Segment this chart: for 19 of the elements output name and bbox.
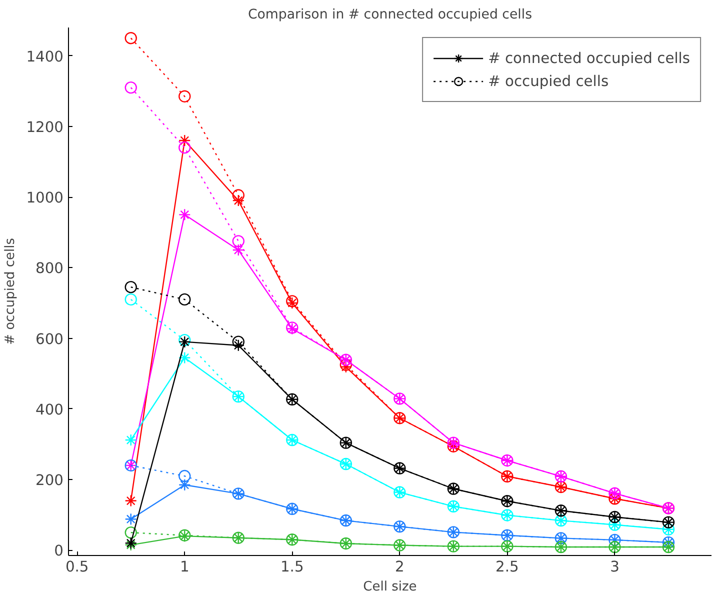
x-axis-title: Cell size [363,580,417,594]
y-tick-label: 600 [36,330,64,348]
x-tick-label: 3 [610,558,620,576]
legend-label: # connected occupied cells [488,50,690,66]
x-tick-label: 2.5 [496,558,519,576]
x-tick-label: 1 [180,558,190,576]
y-tick-label: 1400 [26,48,64,66]
legend-label: # occupied cells [488,72,609,90]
y-tick-label: 0 [54,542,64,560]
y-tick-label: 200 [36,472,64,490]
y-tick-label: 1000 [26,190,64,207]
x-tick-label: 0.5 [65,558,89,576]
y-tick-label: 400 [36,401,64,418]
x-tick-label: 1.5 [280,558,304,576]
y-tick-label: 1200 [26,118,64,136]
x-tick-label: 2 [395,558,404,576]
y-tick-label: 800 [36,260,64,278]
y-axis-title: # occupied cells [3,238,18,345]
chart-title: Comparison in # connected occupied cells [248,8,532,22]
